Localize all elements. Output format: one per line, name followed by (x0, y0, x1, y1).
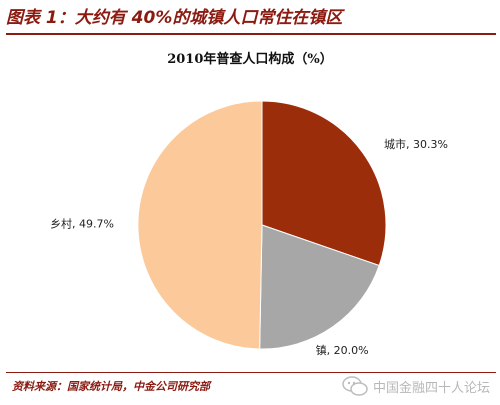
source-note: 资料来源：国家统计局，中金公司研究部 (12, 380, 210, 393)
chat-bubble-icon (342, 376, 368, 396)
title-divider (6, 33, 496, 35)
watermark-text: 中国金融四十人论坛 (372, 380, 490, 396)
slice-label: 镇, 20.0% (316, 343, 369, 357)
watermark: 中国金融四十人论坛 (342, 373, 490, 399)
chart-title: 2010年普查人口构成（%） (167, 52, 333, 67)
pie-labels: 城市, 30.3% 镇, 20.0% 乡村, 49.7% (50, 137, 448, 357)
pie-slice (261, 100, 387, 267)
pie-slice (137, 100, 263, 350)
slice-label: 城市, 30.3% (384, 137, 448, 151)
pie-slice (259, 224, 380, 350)
figure-title: 图表 1：大约有 40%的城镇人口常住在镇区 (6, 8, 343, 28)
source-divider (6, 372, 496, 373)
pie-slices (137, 100, 387, 350)
slice-label: 乡村, 49.7% (50, 217, 114, 231)
